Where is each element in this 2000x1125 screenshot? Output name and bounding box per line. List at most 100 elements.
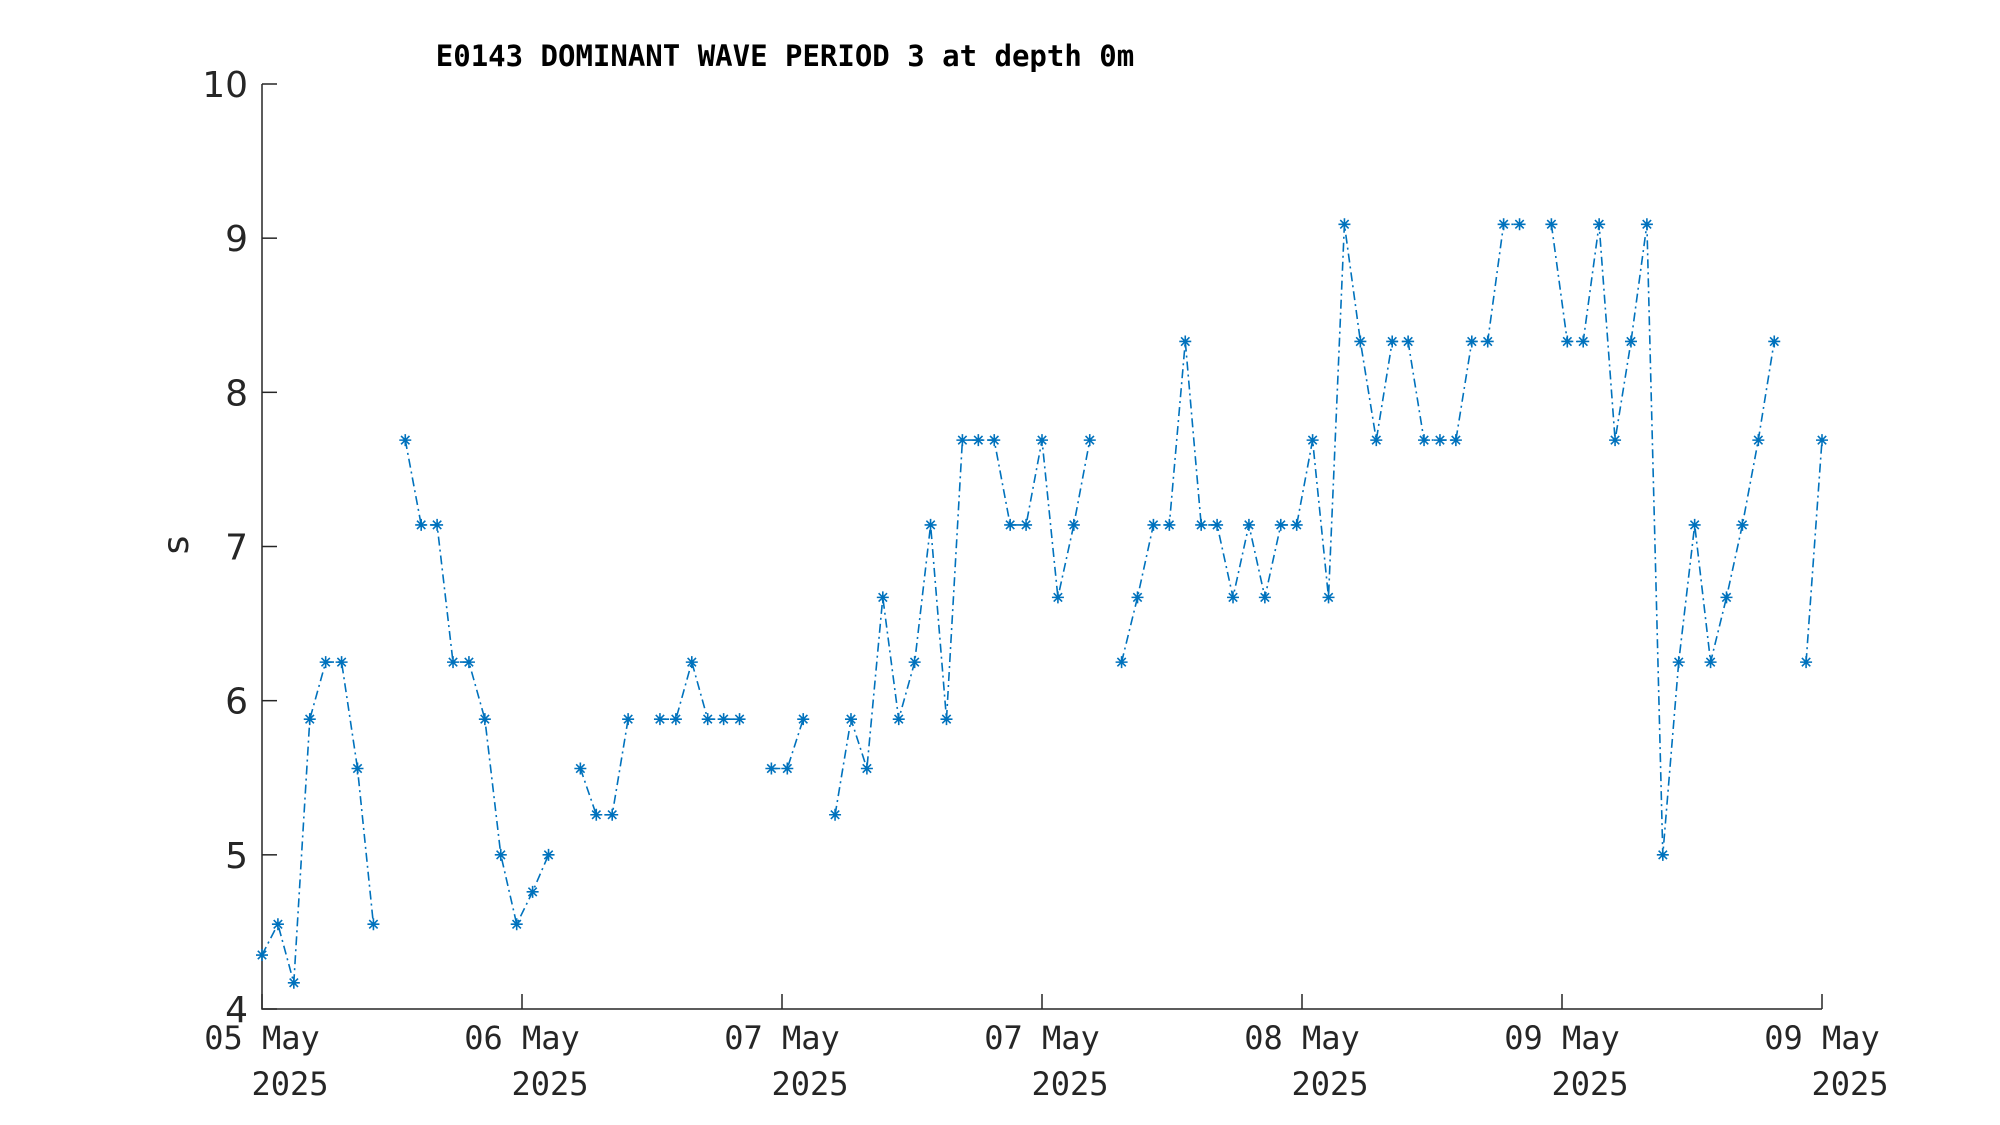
data-point-marker: [765, 762, 778, 775]
data-point-marker: [1211, 518, 1224, 531]
data-point-marker: [367, 918, 380, 931]
data-point-marker: [972, 434, 985, 447]
data-point-marker: [1768, 335, 1781, 348]
data-point-marker: [1656, 848, 1669, 861]
y-tick-label: 5: [225, 836, 248, 877]
x-tick-year-label: 2025: [251, 1065, 328, 1103]
data-point-marker: [1545, 218, 1558, 231]
data-point-marker: [908, 656, 921, 669]
data-point-marker: [431, 518, 444, 531]
data-point-marker: [1067, 518, 1080, 531]
data-point-marker: [1036, 434, 1048, 447]
data-point-marker: [956, 434, 969, 447]
data-point-marker: [1688, 518, 1701, 531]
data-point-marker: [1370, 434, 1383, 447]
data-point-marker: [1481, 335, 1494, 348]
data-point-marker: [351, 762, 364, 775]
x-tick-year-label: 2025: [1031, 1065, 1108, 1103]
data-point-marker: [829, 808, 842, 821]
data-point-marker: [669, 713, 682, 726]
data-point-marker: [1322, 591, 1335, 604]
series-line: [771, 718, 804, 770]
data-point-marker: [319, 656, 332, 669]
data-point-marker: [924, 518, 937, 531]
data-point-marker: [1163, 518, 1176, 531]
data-point-marker: [1179, 335, 1192, 348]
data-point-marker: [542, 848, 555, 861]
data-point-marker: [988, 434, 1001, 447]
data-point-marker: [685, 656, 698, 669]
data-point-marker: [781, 762, 794, 775]
data-point-marker: [1306, 434, 1319, 447]
y-tick-label: 6: [225, 682, 248, 723]
data-point-marker: [1816, 434, 1828, 447]
data-point-marker: [1609, 434, 1622, 447]
axis-lines: [261, 84, 1822, 1010]
y-tick-label: 10: [202, 65, 248, 106]
data-point-marker: [1736, 518, 1749, 531]
x-tick-label: 06 May: [464, 1019, 580, 1057]
data-point-marker: [1624, 335, 1637, 348]
data-point-marker: [590, 808, 603, 821]
data-point-marker: [303, 713, 316, 726]
data-point-marker: [399, 434, 412, 447]
x-tick-year-label: 2025: [1291, 1065, 1368, 1103]
data-point-marker: [1051, 591, 1064, 604]
data-point-marker: [876, 591, 889, 604]
data-point-marker: [892, 713, 905, 726]
data-point-marker: [1577, 335, 1590, 348]
y-tick-label: 7: [225, 528, 248, 569]
data-point-marker: [1115, 656, 1128, 669]
data-point-marker: [653, 713, 666, 726]
data-point-marker: [447, 656, 460, 669]
series-line: [1805, 440, 1823, 663]
series-line: [834, 439, 1091, 815]
data-point-marker: [1338, 218, 1351, 231]
data-point-marker: [510, 918, 523, 931]
data-point-marker: [1386, 335, 1399, 348]
data-point-marker: [1561, 335, 1574, 348]
x-tick-label: 07 May: [984, 1019, 1100, 1057]
plot-area: [256, 218, 1828, 989]
data-point-marker: [701, 713, 714, 726]
series-line: [261, 661, 375, 984]
data-point-marker: [1418, 434, 1431, 447]
data-point-marker: [478, 713, 491, 726]
y-tick-label: 4: [225, 990, 248, 1031]
data-point-marker: [462, 656, 475, 669]
data-point-marker: [1800, 656, 1813, 669]
y-tick-label: 8: [225, 373, 248, 414]
data-point-marker: [1258, 591, 1271, 604]
data-point-marker: [717, 713, 730, 726]
y-tick-label: 9: [225, 219, 248, 260]
x-tick-label: 07 May: [724, 1019, 840, 1057]
data-point-marker: [256, 949, 268, 962]
data-point-marker: [1513, 218, 1526, 231]
data-point-marker: [494, 848, 507, 861]
data-point-marker: [415, 518, 428, 531]
data-point-marker: [1497, 218, 1510, 231]
data-point-marker: [1704, 656, 1717, 669]
data-point-marker: [1354, 335, 1367, 348]
data-point-marker: [797, 713, 810, 726]
data-point-marker: [1195, 518, 1208, 531]
data-point-marker: [606, 808, 619, 821]
y-axis-label: s: [156, 536, 197, 555]
data-point-marker: [335, 656, 348, 669]
series-line: [579, 719, 629, 816]
series-line: [404, 439, 550, 927]
series-line: [660, 659, 740, 721]
data-point-marker: [733, 713, 746, 726]
x-tick-year-label: 2025: [771, 1065, 848, 1103]
data-point-marker: [1020, 518, 1033, 531]
data-point-marker: [526, 885, 539, 898]
data-point-marker: [1290, 518, 1303, 531]
data-point-marker: [1274, 518, 1287, 531]
x-tick-year-label: 2025: [1811, 1065, 1888, 1103]
data-point-marker: [1672, 656, 1685, 669]
x-tick-label: 09 May: [1764, 1019, 1880, 1057]
data-point-marker: [1449, 434, 1462, 447]
x-tick-label: 08 May: [1244, 1019, 1360, 1057]
chart-title: E0143 DOMINANT WAVE PERIOD 3 at depth 0m: [436, 39, 1134, 73]
data-point-marker: [271, 918, 284, 931]
